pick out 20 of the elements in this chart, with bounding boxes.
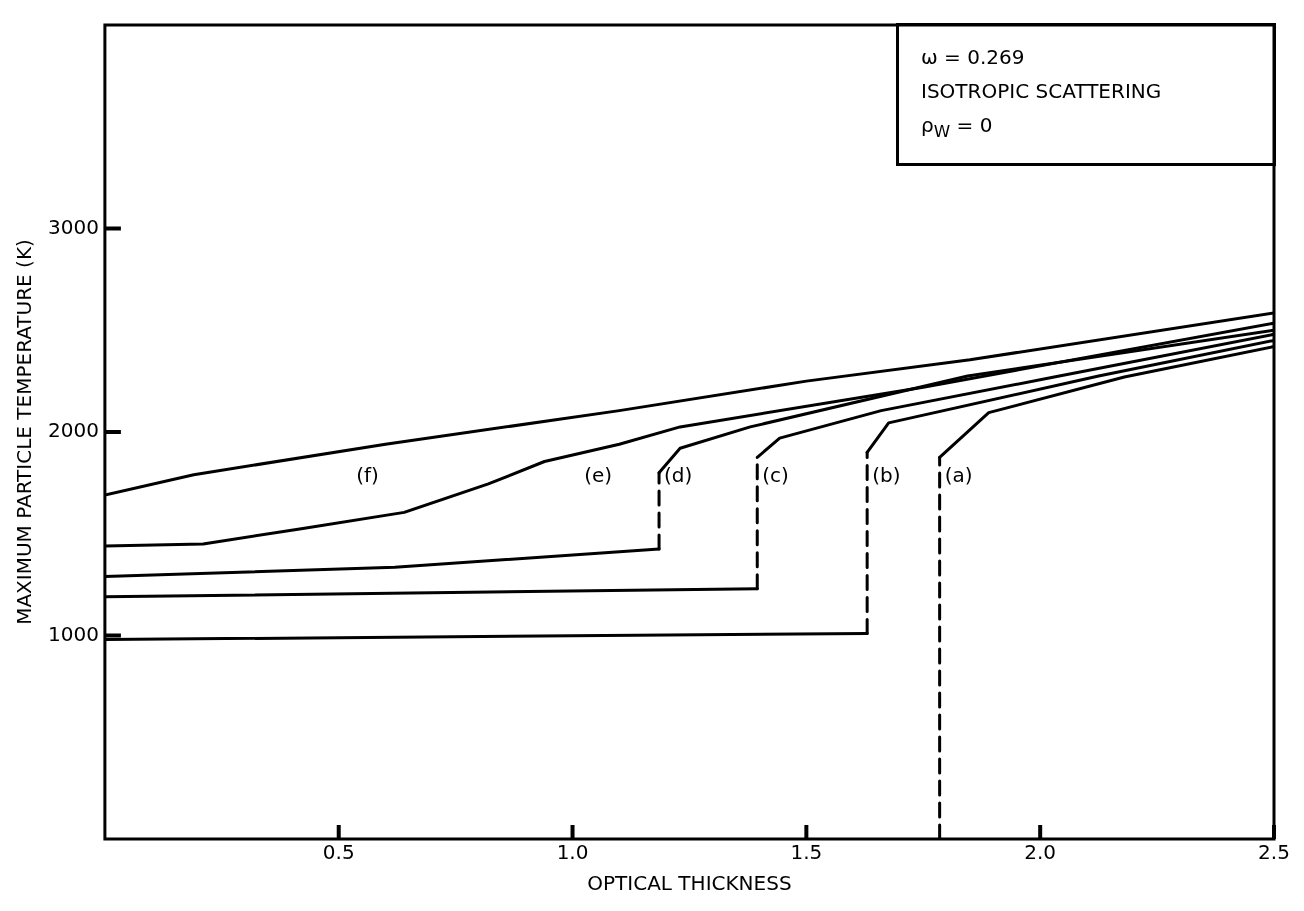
annotation: ω = 0.269 bbox=[921, 44, 1026, 71]
series-label: (b) bbox=[872, 462, 901, 487]
series-label: (d) bbox=[664, 462, 693, 487]
y-tick-label: 1000 bbox=[47, 621, 99, 646]
x-tick-label: 1.5 bbox=[790, 840, 823, 865]
y-axis-title: MAXIMUM PARTICLE TEMPERATURE (K) bbox=[12, 239, 37, 625]
note-box: ω = 0.269 ISOTROPIC SCATTERING ρ$_{W}$ = 0 bbox=[896, 23, 1276, 166]
y-tick-label: 3000 bbox=[47, 214, 99, 239]
x-tick-label: 2.5 bbox=[1258, 840, 1290, 865]
y-tick-label: 2000 bbox=[47, 418, 99, 443]
series-label: (e) bbox=[584, 462, 613, 487]
x-tick-label: 0.5 bbox=[322, 840, 355, 865]
series-label: (c) bbox=[762, 462, 789, 487]
series-label: (f) bbox=[356, 462, 379, 487]
x-tick-label: 2.0 bbox=[1024, 840, 1057, 865]
x-tick-label: 1.0 bbox=[556, 840, 589, 865]
annotation: ISOTROPIC SCATTERING bbox=[921, 78, 1163, 105]
x-axis-title: OPTICAL THICKNESS bbox=[587, 871, 792, 896]
series-label: (a) bbox=[944, 462, 973, 487]
annotation: ρ$_{W}$ = 0 bbox=[921, 112, 994, 143]
